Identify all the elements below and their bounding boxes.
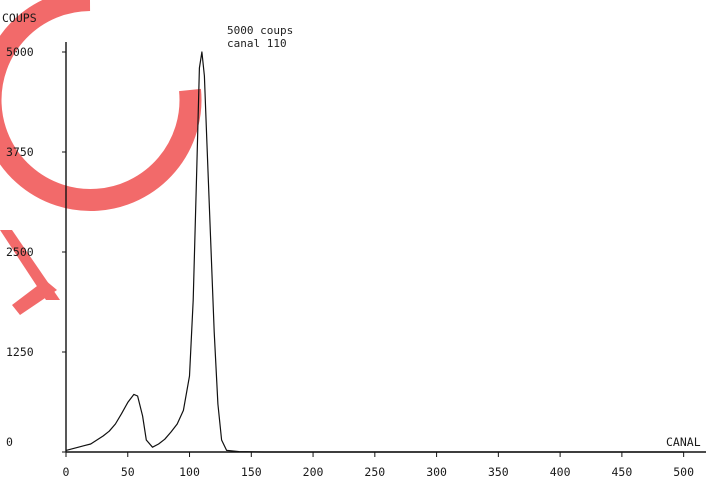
red-logo-mark — [0, 0, 202, 315]
x-tick-group: 0 50 100 150 200 250 300 350 400 450 500 — [63, 452, 694, 479]
x-tick-label: 400 — [550, 465, 571, 479]
y-tick-label: 1250 — [6, 345, 34, 359]
series-line — [65, 51, 684, 453]
peak-annotation-line-1: 5000 coups — [227, 24, 293, 37]
x-tick-label: 450 — [611, 465, 632, 479]
x-tick-label: 200 — [303, 465, 324, 479]
y-tick-label: 3750 — [6, 145, 34, 159]
x-tick-label: 150 — [241, 465, 262, 479]
x-tick-label: 350 — [488, 465, 509, 479]
series-layer — [65, 51, 684, 453]
x-axis-label: CANAL — [666, 435, 701, 449]
y-axis-label: COUPS — [2, 11, 37, 25]
y-tick-group: 0 1250 2500 3750 5000 — [6, 45, 66, 453]
x-tick-label: 250 — [364, 465, 385, 479]
y-tick-label: 2500 — [6, 245, 34, 259]
x-tick-label: 500 — [673, 465, 694, 479]
x-tick-label: 50 — [121, 465, 135, 479]
x-tick-label: 300 — [426, 465, 447, 479]
y-tick-label: 5000 — [6, 45, 34, 59]
red-stripe-mark — [12, 280, 57, 315]
y-tick-label: 0 — [6, 435, 13, 449]
x-tick-label: 100 — [179, 465, 200, 479]
peak-annotation-line-2: canal 110 — [227, 37, 287, 50]
red-ring-arc — [0, 0, 202, 211]
x-tick-label: 0 — [63, 465, 70, 479]
